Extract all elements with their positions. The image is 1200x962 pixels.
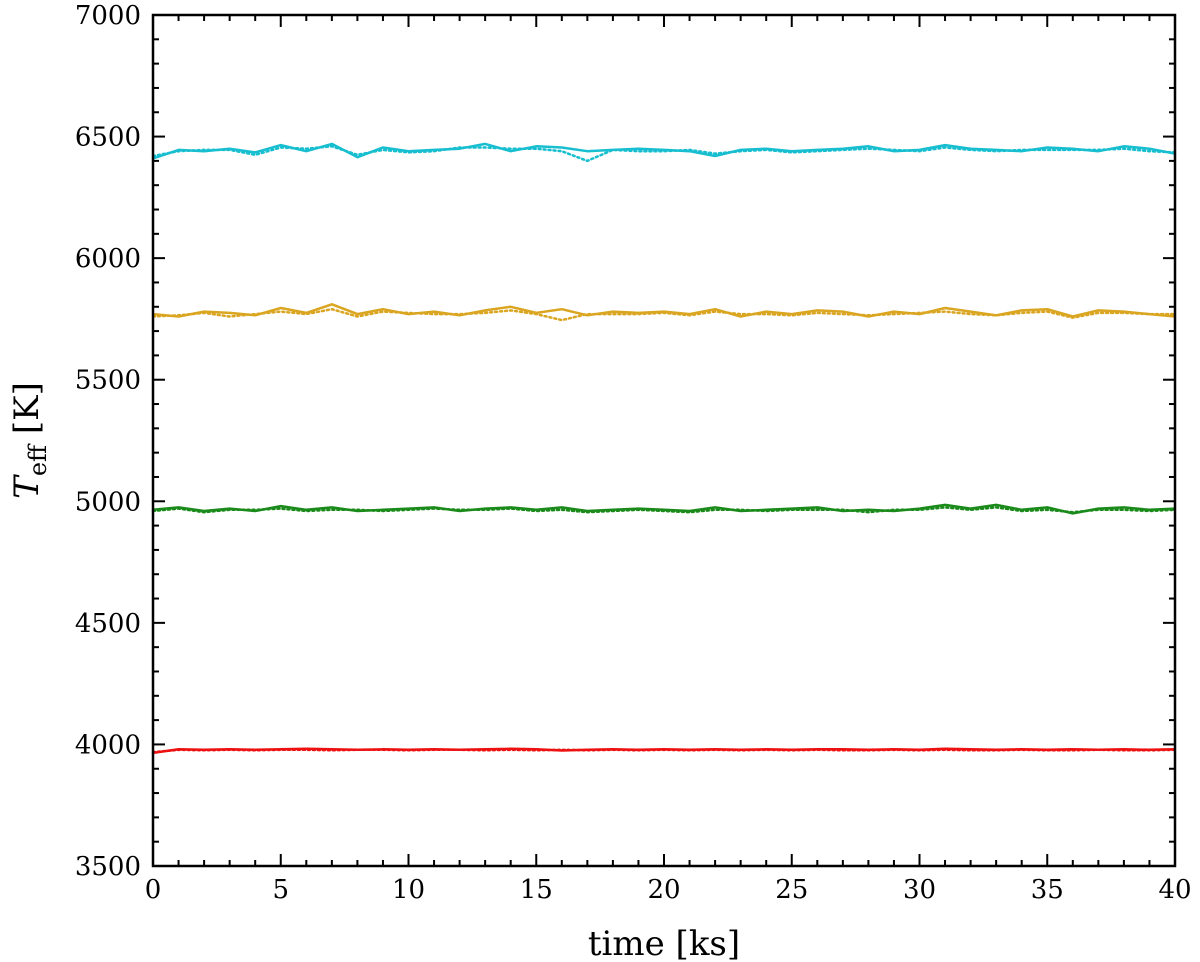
axis-ticks xyxy=(152,14,1176,867)
y-tick-label: 5500 xyxy=(75,366,141,396)
x-tick-label: 30 xyxy=(903,875,936,905)
y-axis-label: Teff [K] xyxy=(7,382,52,499)
series-line-8 xyxy=(151,748,1177,754)
x-tick-label: 20 xyxy=(647,875,680,905)
x-tick-label: 40 xyxy=(1158,875,1191,905)
y-tick-label: 3500 xyxy=(75,852,141,882)
y-tick-label: 6000 xyxy=(75,244,141,274)
x-tick-label: 25 xyxy=(775,875,808,905)
y-axis-label-symbol: T xyxy=(7,474,47,499)
x-tick-label: 35 xyxy=(1031,875,1064,905)
y-tick-label: 4500 xyxy=(75,609,141,639)
x-tick-label: 5 xyxy=(272,875,289,905)
x-tick-label: 10 xyxy=(392,875,425,905)
y-tick-label: 4000 xyxy=(75,730,141,760)
x-tick-label: 0 xyxy=(145,875,162,905)
x-tick-label: 15 xyxy=(520,875,553,905)
series-line-2 xyxy=(151,145,1177,163)
series-line-4 xyxy=(151,307,1177,322)
y-tick-label: 7000 xyxy=(75,1,141,31)
y-tick-label: 6500 xyxy=(75,123,141,153)
series-line-6 xyxy=(151,506,1177,514)
x-axis-label: time [ks] xyxy=(588,924,740,962)
y-axis-label-unit: [K] xyxy=(7,382,47,445)
plot-frame xyxy=(151,13,1177,868)
y-tick-label: 5000 xyxy=(75,487,141,517)
tick-labels: 0 5 10 15 20 25 30 35 40 3500 4000 4500 5000 5500 6000… xyxy=(75,1,1192,905)
series-layer xyxy=(151,142,1177,755)
y-axis-label-subscript: eff xyxy=(24,443,52,476)
